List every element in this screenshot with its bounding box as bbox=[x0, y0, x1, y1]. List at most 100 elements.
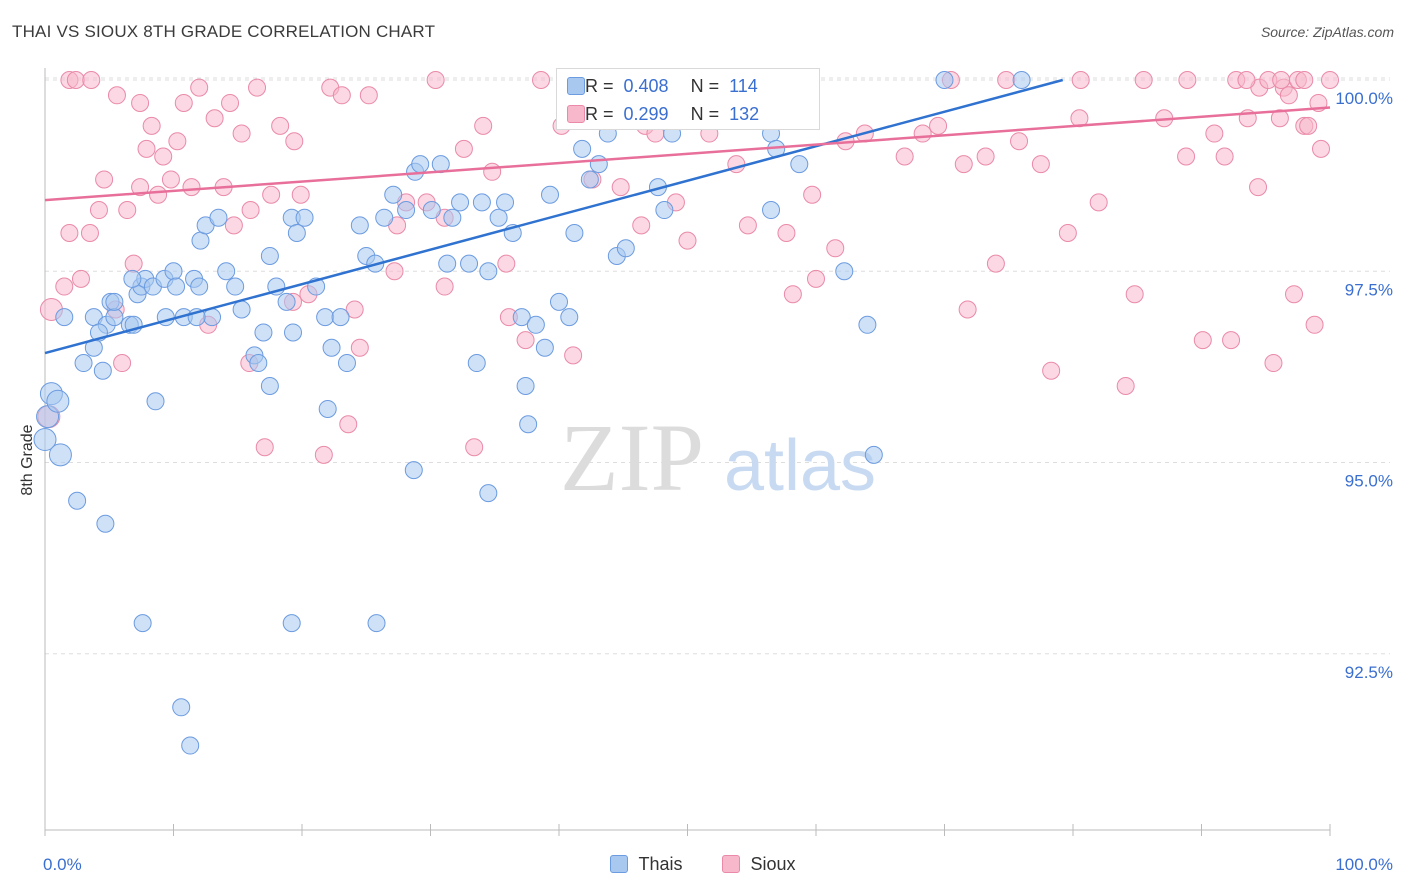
sioux-point bbox=[82, 71, 101, 89]
sioux-point bbox=[497, 254, 516, 273]
sioux-point bbox=[1010, 132, 1029, 151]
thais-point bbox=[616, 239, 635, 258]
sioux-point bbox=[1272, 71, 1291, 89]
thais-point bbox=[316, 308, 335, 327]
thais-point bbox=[519, 415, 538, 434]
thais-point bbox=[451, 193, 470, 212]
thais-point bbox=[74, 354, 93, 373]
stats-row-sioux: R = 0.299 N = 132 bbox=[567, 100, 759, 128]
sioux-point bbox=[611, 178, 630, 197]
thais-point bbox=[260, 246, 279, 265]
thais-point bbox=[123, 269, 142, 288]
thais-point bbox=[181, 736, 200, 755]
thais-trend-line bbox=[44, 78, 1064, 355]
sioux-point bbox=[1042, 361, 1061, 380]
sioux-point bbox=[118, 201, 137, 220]
thais-point bbox=[526, 315, 545, 334]
thais-point bbox=[479, 262, 498, 281]
thais-point bbox=[190, 277, 209, 296]
thais-point bbox=[565, 224, 584, 242]
y-tick-label: 92.5% bbox=[1345, 663, 1393, 682]
sioux-point bbox=[465, 438, 484, 457]
sioux-point bbox=[807, 269, 825, 288]
sioux-point bbox=[359, 86, 378, 105]
sioux-point bbox=[1249, 178, 1268, 197]
sioux-point bbox=[913, 124, 932, 143]
thais-point bbox=[172, 698, 191, 717]
y-tick-label: 100.0% bbox=[1335, 89, 1393, 108]
thais-point bbox=[580, 170, 599, 189]
trend-lines bbox=[44, 78, 1331, 355]
sioux-point bbox=[1193, 331, 1212, 350]
thais-point bbox=[167, 277, 186, 296]
sioux-trend-line bbox=[44, 106, 1331, 202]
sioux-point bbox=[1222, 331, 1241, 350]
sioux-point bbox=[783, 285, 802, 304]
thais-point bbox=[1012, 71, 1031, 89]
sioux-point bbox=[124, 254, 143, 273]
sioux-point bbox=[986, 254, 1005, 273]
sioux-point bbox=[271, 116, 290, 135]
sioux-point bbox=[1270, 109, 1289, 128]
thais-point bbox=[489, 208, 508, 227]
thais-point bbox=[133, 614, 152, 633]
sioux-point bbox=[55, 277, 74, 296]
legend-item-sioux[interactable]: Sioux bbox=[722, 854, 796, 875]
legend-item-thais[interactable]: Thais bbox=[610, 854, 682, 875]
sioux-point bbox=[454, 139, 473, 158]
thais-point bbox=[589, 155, 608, 174]
sioux-point bbox=[958, 300, 977, 319]
sioux-point bbox=[285, 132, 304, 151]
thais-point bbox=[375, 208, 394, 227]
sioux-point bbox=[1178, 71, 1197, 89]
sioux-point bbox=[255, 438, 274, 457]
sioux-point bbox=[107, 86, 126, 105]
thais-point bbox=[384, 185, 403, 204]
sioux-point bbox=[182, 178, 201, 197]
sioux-point bbox=[564, 346, 583, 365]
sioux-point bbox=[291, 185, 310, 204]
thais-point bbox=[284, 323, 303, 342]
thais-point bbox=[96, 514, 115, 533]
thais-point bbox=[337, 354, 356, 373]
sioux-point bbox=[474, 116, 493, 135]
thais-point bbox=[249, 354, 268, 373]
sioux-point bbox=[168, 132, 187, 151]
sioux-point bbox=[154, 147, 173, 166]
sioux-point bbox=[345, 300, 364, 319]
series-legend: Thais Sioux bbox=[0, 850, 1406, 878]
sioux-point bbox=[678, 231, 697, 250]
sioux-point bbox=[248, 78, 267, 97]
sioux-point bbox=[1215, 147, 1234, 166]
sioux-point bbox=[221, 93, 240, 112]
thais-point bbox=[762, 201, 781, 220]
thais-point bbox=[467, 354, 486, 373]
thais-point bbox=[226, 277, 245, 296]
sioux-point bbox=[89, 201, 108, 220]
thais-point bbox=[232, 300, 251, 319]
stats-legend: R = 0.408 N = 114 R = 0.299 N = 132 bbox=[556, 68, 820, 130]
thais-point bbox=[411, 155, 430, 174]
sioux-point bbox=[738, 216, 757, 235]
sioux-point bbox=[232, 124, 251, 143]
thais-point bbox=[322, 338, 341, 357]
sioux-point bbox=[929, 116, 948, 135]
r-value: 0.299 bbox=[623, 103, 669, 124]
sioux-point bbox=[1134, 71, 1153, 89]
sioux-point bbox=[895, 147, 914, 166]
thais-point bbox=[550, 292, 568, 311]
sioux-point bbox=[190, 78, 209, 97]
thais-point bbox=[217, 262, 236, 281]
sioux-point bbox=[1071, 71, 1090, 89]
thais-point bbox=[105, 292, 124, 311]
thais-point bbox=[516, 377, 535, 395]
thais-point bbox=[935, 71, 954, 89]
sioux-point bbox=[1089, 193, 1108, 212]
sioux-point bbox=[777, 224, 796, 242]
sioux-point bbox=[516, 331, 535, 350]
thais-point bbox=[282, 614, 301, 633]
sioux-point bbox=[131, 93, 150, 112]
thais-point bbox=[277, 292, 296, 311]
tick-labels: 92.5% 95.0% 97.5% 100.0% 0.0% 100.0% bbox=[43, 89, 1393, 874]
